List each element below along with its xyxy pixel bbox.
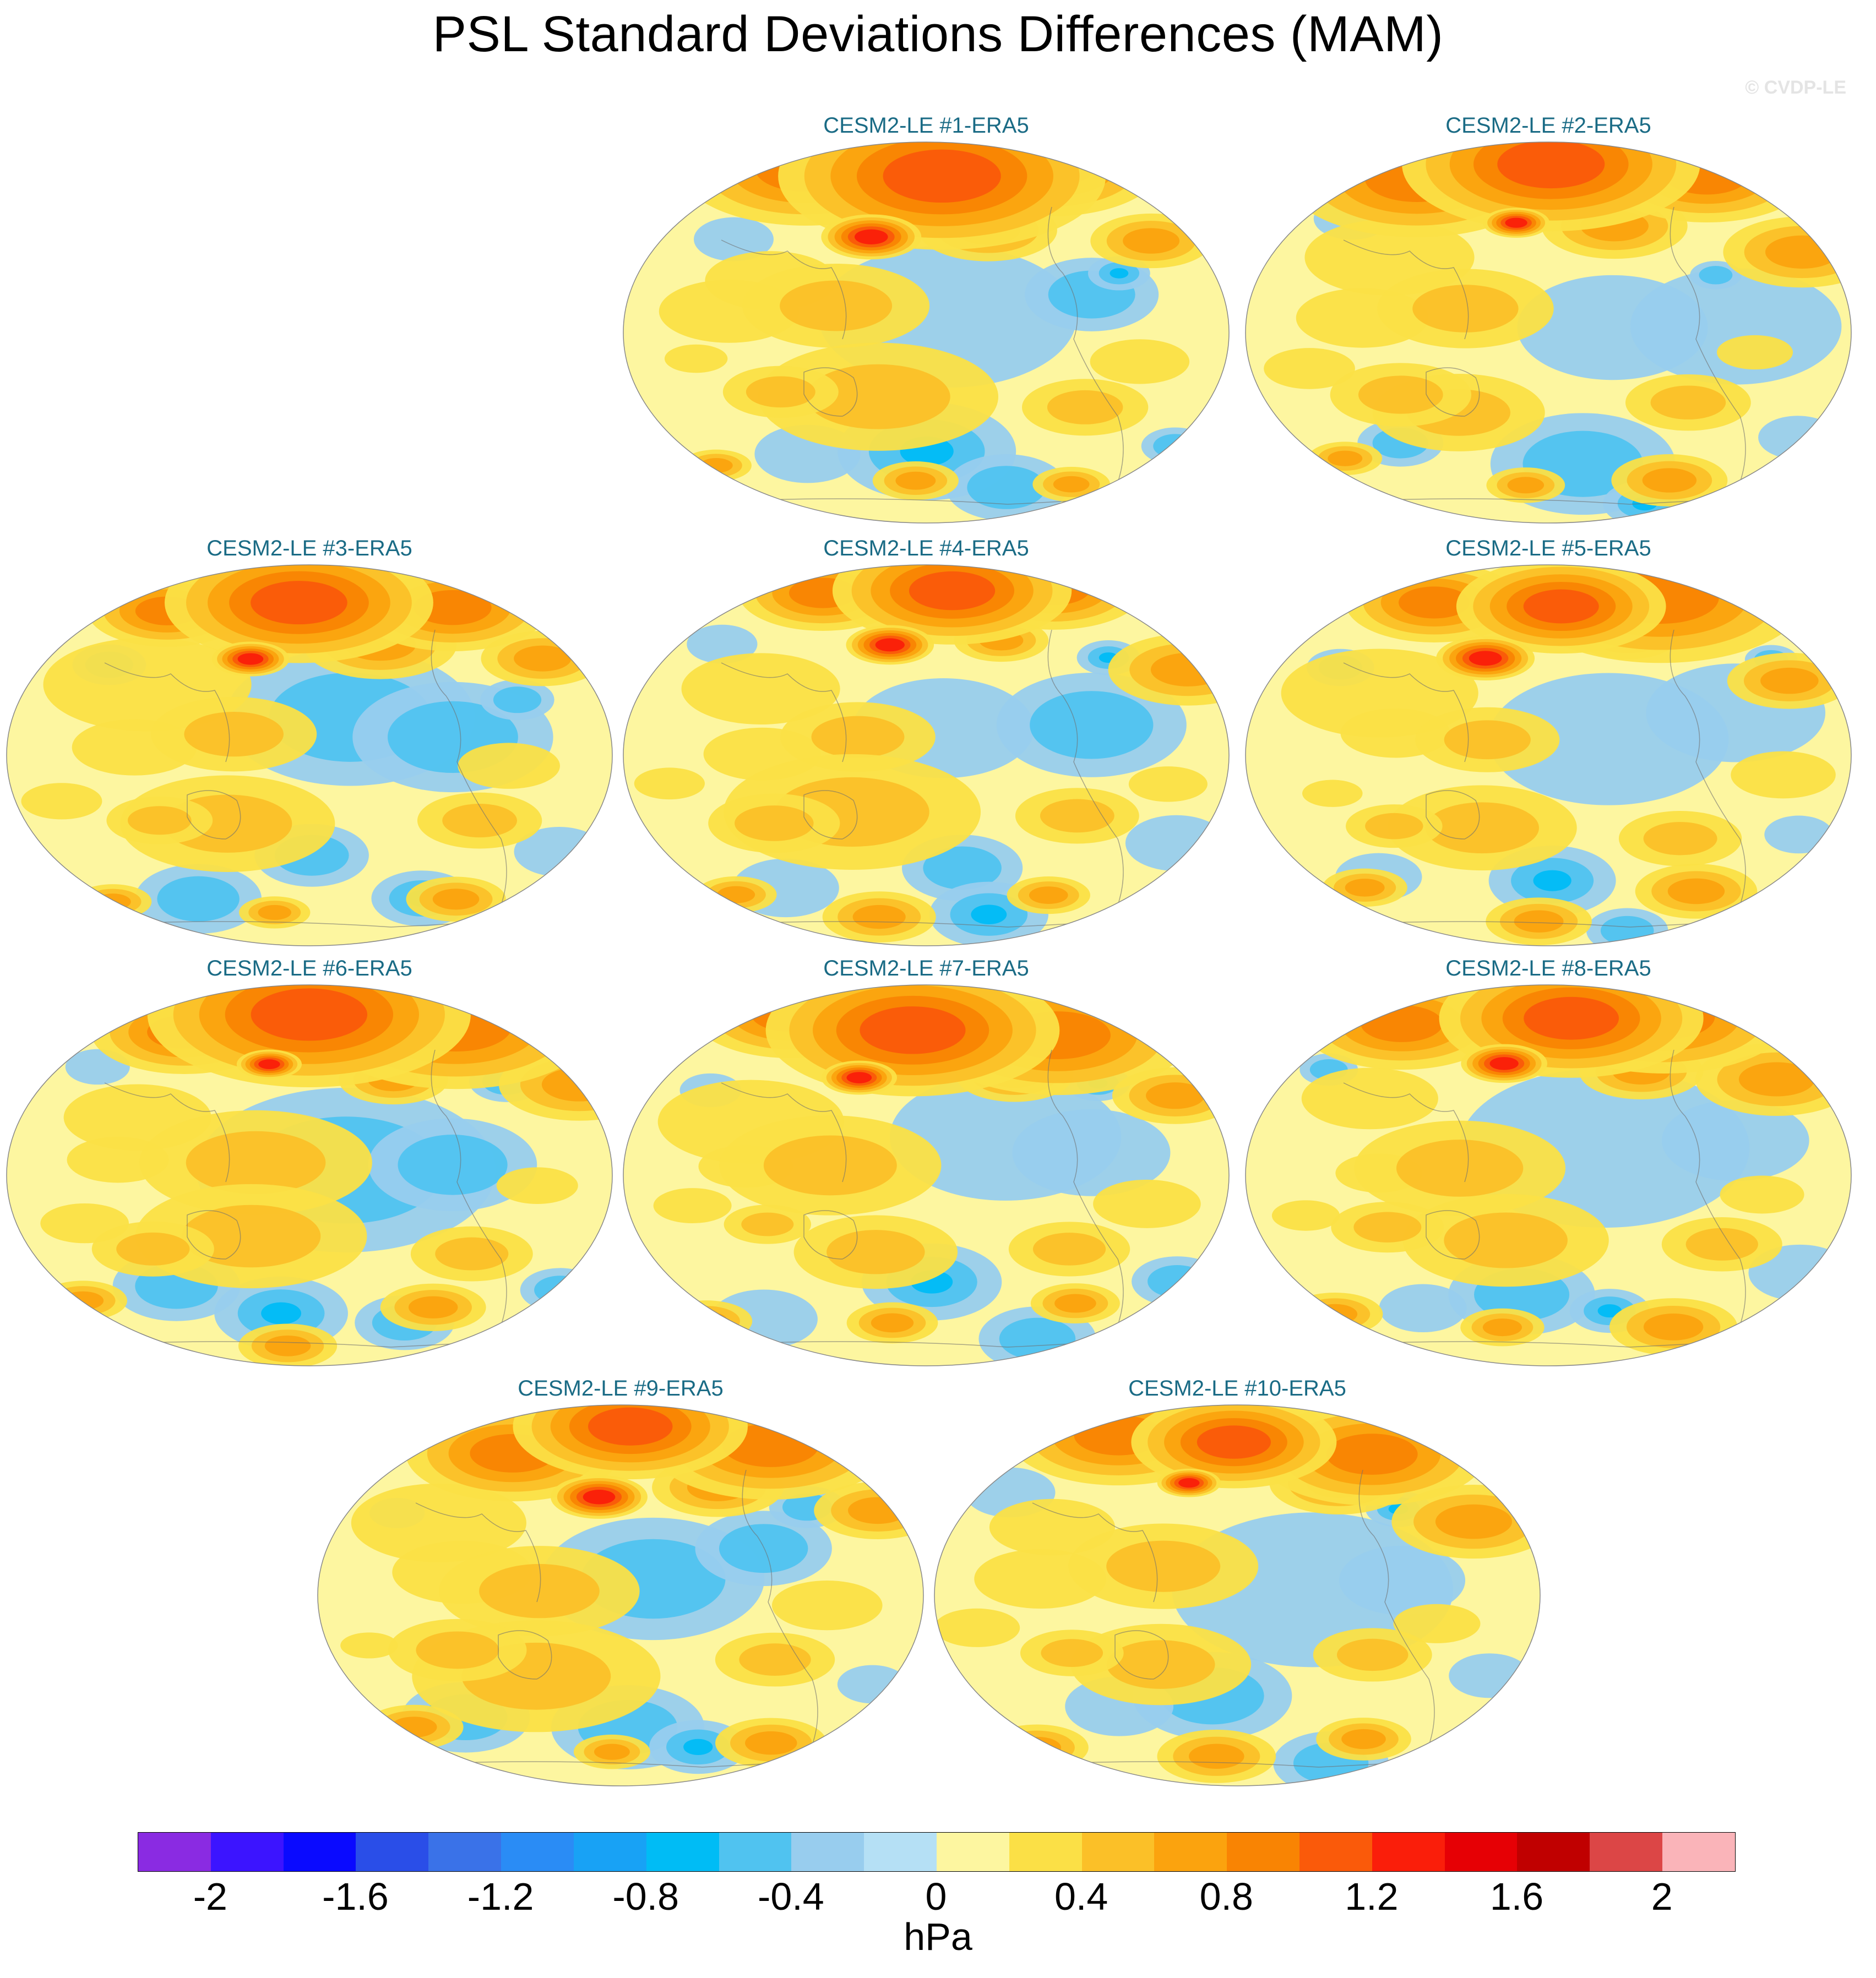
colorbar-swatch <box>1299 1833 1372 1871</box>
colorbar-swatch <box>356 1833 429 1871</box>
colorbar-swatch <box>1517 1833 1590 1871</box>
colorbar-units: hPa <box>904 1915 972 1958</box>
map-panel: CESM2-LE #3-ERA5 <box>6 533 613 947</box>
panel-title: CESM2-LE #7-ERA5 <box>823 956 1029 980</box>
colorbar-swatch <box>1009 1833 1082 1871</box>
global-map <box>1245 564 1852 946</box>
global-map <box>934 1404 1541 1786</box>
colorbar-swatch <box>573 1833 646 1871</box>
watermark: © CVDP-LE <box>1745 77 1846 98</box>
map-panel: CESM2-LE #9-ERA5 <box>317 1373 925 1787</box>
colorbar-swatch <box>210 1833 284 1871</box>
colorbar-tick-label: 1.6 <box>1489 1875 1544 1918</box>
colorbar-swatch <box>1372 1833 1445 1871</box>
colorbar-tick-label: 0 <box>925 1875 947 1918</box>
colorbar-swatch <box>138 1833 211 1871</box>
colorbar-tick-label: -1.6 <box>322 1875 389 1918</box>
colorbar-tick-labels: -2 -1.6 -1.2 -0.8 -0.4 0 0.4 0.8 1.2 1.6 2 <box>138 1875 1734 1924</box>
panel-title: CESM2-LE #8-ERA5 <box>1445 956 1651 980</box>
map-panel: CESM2-LE #5-ERA5 <box>1244 533 1852 947</box>
colorbar-swatch <box>719 1833 792 1871</box>
colorbar-tick-label: -1.2 <box>467 1875 534 1918</box>
colorbar-swatch <box>283 1833 356 1871</box>
figure-title: PSL Standard Deviations Differences (MAM… <box>432 6 1444 62</box>
global-map <box>6 984 613 1366</box>
global-map <box>1245 141 1852 524</box>
colorbar-swatch <box>1662 1833 1735 1871</box>
colorbar-swatch <box>1081 1833 1155 1871</box>
panel-title: CESM2-LE #10-ERA5 <box>1128 1376 1346 1401</box>
map-panel: CESM2-LE #2-ERA5 <box>1244 110 1852 524</box>
colorbar-tick-label: -0.8 <box>612 1875 679 1918</box>
global-map <box>317 1404 924 1786</box>
colorbar-tick-label: -2 <box>193 1875 227 1918</box>
map-panel: CESM2-LE #8-ERA5 <box>1244 953 1852 1367</box>
global-map <box>6 564 613 946</box>
map-panel: CESM2-LE #4-ERA5 <box>622 533 1230 947</box>
map-panel: CESM2-LE #6-ERA5 <box>6 953 613 1367</box>
colorbar-tick-label: 2 <box>1651 1875 1673 1918</box>
panel-title: CESM2-LE #9-ERA5 <box>518 1376 724 1401</box>
colorbar-swatch <box>1444 1833 1518 1871</box>
colorbar-tick-label: 0.8 <box>1199 1875 1253 1918</box>
colorbar <box>138 1832 1736 1872</box>
global-map <box>623 984 1230 1366</box>
colorbar-swatch <box>791 1833 864 1871</box>
colorbar-tick-label: 0.4 <box>1054 1875 1108 1918</box>
panel-title: CESM2-LE #4-ERA5 <box>823 536 1029 560</box>
map-panel: CESM2-LE #10-ERA5 <box>933 1373 1541 1787</box>
panel-title: CESM2-LE #3-ERA5 <box>206 536 412 560</box>
panel-title: CESM2-LE #2-ERA5 <box>1445 113 1651 138</box>
colorbar-swatch <box>864 1833 937 1871</box>
colorbar-swatch <box>936 1833 1009 1871</box>
map-panel: CESM2-LE #1-ERA5 <box>622 110 1230 524</box>
panel-title: CESM2-LE #1-ERA5 <box>823 113 1029 138</box>
colorbar-swatch <box>1154 1833 1227 1871</box>
map-panel: CESM2-LE #7-ERA5 <box>622 953 1230 1367</box>
colorbar-swatch <box>501 1833 574 1871</box>
global-map <box>623 141 1230 524</box>
colorbar-swatch <box>428 1833 502 1871</box>
colorbar-tick-label: -0.4 <box>758 1875 824 1918</box>
global-map <box>1245 984 1852 1366</box>
global-map <box>623 564 1230 946</box>
colorbar-swatch <box>1227 1833 1299 1871</box>
panel-title: CESM2-LE #5-ERA5 <box>1445 536 1651 560</box>
panel-title: CESM2-LE #6-ERA5 <box>206 956 412 980</box>
colorbar-tick-label: 1.2 <box>1345 1875 1399 1918</box>
colorbar-swatch <box>1590 1833 1663 1871</box>
colorbar-swatch <box>646 1833 719 1871</box>
